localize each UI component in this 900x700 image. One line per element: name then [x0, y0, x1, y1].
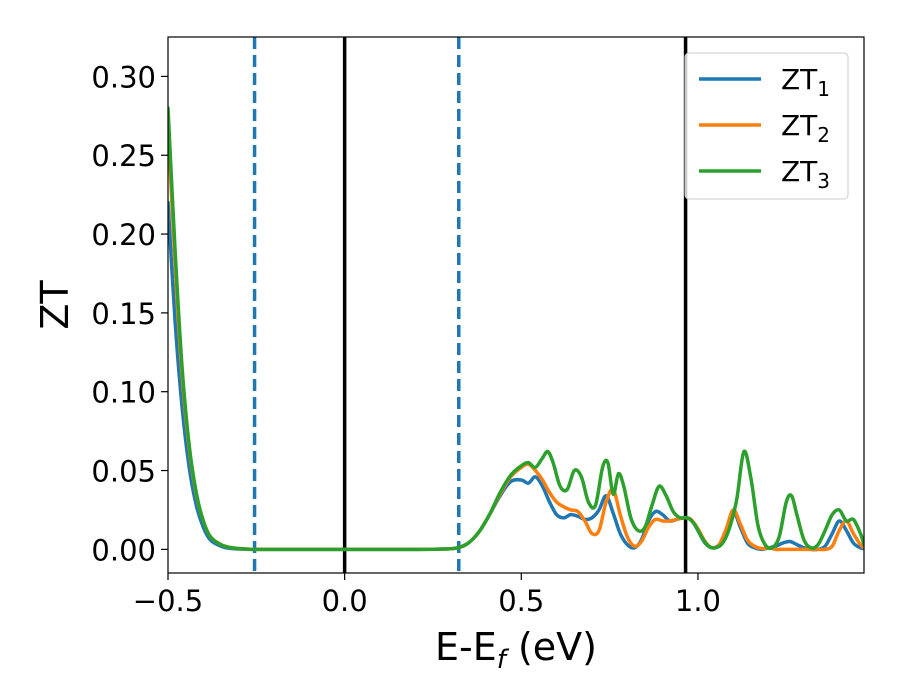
legend: ZT1 ZT2 ZT3 — [684, 52, 849, 200]
x-tick-label: 0.5 — [498, 584, 544, 618]
x-axis-ticks: −0.5 0.0 0.5 1.0 — [133, 573, 721, 618]
y-tick-label: 0.00 — [91, 533, 156, 567]
y-tick-label: 0.10 — [91, 376, 156, 410]
legend-label-zt1: ZT1 — [781, 63, 830, 101]
y-tick-label: 0.15 — [91, 297, 156, 331]
y-axis-ticks: 0.00 0.05 0.10 0.15 0.20 0.25 0.30 — [91, 60, 168, 567]
x-axis-label: E-Ef (eV) — [435, 625, 597, 675]
x-tick-label: −0.5 — [133, 584, 203, 618]
x-axis-label-unit: (eV) — [506, 625, 597, 669]
series-lines — [168, 106, 864, 552]
x-axis-label-main: E-E — [435, 625, 497, 669]
y-tick-label: 0.25 — [91, 139, 156, 173]
y-tick-label: 0.30 — [91, 60, 156, 94]
y-axis-label: ZT — [33, 280, 77, 330]
legend-label-zt2: ZT2 — [781, 109, 830, 147]
legend-box — [684, 52, 849, 200]
axes-frame — [167, 36, 865, 574]
y-tick-label: 0.20 — [91, 218, 156, 252]
series-line-zt3 — [168, 106, 864, 552]
x-tick-label: 0.0 — [322, 584, 368, 618]
x-tick-label: 1.0 — [675, 584, 721, 618]
legend-label-zt3: ZT3 — [781, 155, 830, 193]
y-tick-label: 0.05 — [91, 455, 156, 489]
